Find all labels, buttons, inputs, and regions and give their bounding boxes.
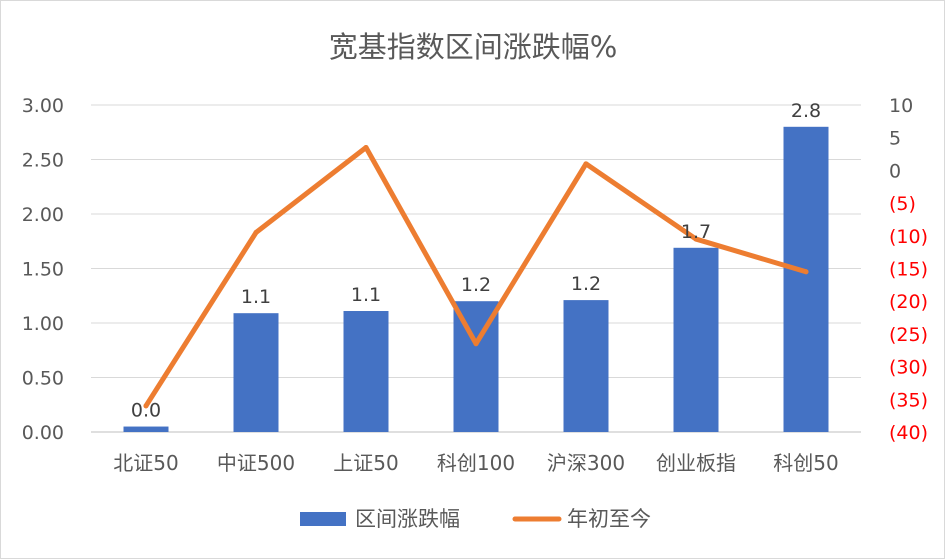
line-point	[143, 403, 149, 409]
legend-bar-swatch	[300, 512, 346, 526]
right-tick-label: (5)	[889, 193, 916, 215]
bar	[783, 126, 829, 433]
x-axis: 北证50 中证500 上证50 科创100 沪深300 创业板指 科创50	[113, 451, 838, 475]
line-point	[803, 269, 809, 275]
left-tick-label: 2.00	[22, 204, 64, 226]
x-tick-label: 中证500	[217, 451, 295, 475]
line-point	[583, 161, 589, 167]
right-axis: 10 5 0 (5) (10) (15) (20) (25) (30) (35) (40)	[889, 95, 928, 444]
right-tick-label: (25)	[889, 324, 928, 346]
right-tick-label: (35)	[889, 389, 928, 411]
bar	[233, 313, 279, 432]
right-tick-label: (20)	[889, 291, 928, 313]
x-tick-label: 北证50	[113, 451, 178, 475]
bar-data-label: 1.2	[571, 273, 601, 295]
x-tick-label: 科创100	[437, 451, 515, 475]
bar	[563, 300, 609, 432]
left-tick-label: 3.00	[22, 95, 64, 117]
bar-data-label: 1.7	[681, 221, 711, 243]
right-tick-label: (10)	[889, 226, 928, 248]
line-point	[253, 230, 259, 236]
right-tick-label: (30)	[889, 357, 928, 379]
bar-data-label: 1.1	[241, 286, 271, 308]
x-tick-label: 科创50	[773, 451, 838, 475]
bar-series	[123, 126, 829, 433]
right-tick-label: (40)	[889, 422, 928, 444]
bar	[673, 247, 719, 432]
left-axis: 0.00 0.50 1.00 1.50 2.00 2.50 3.00	[22, 95, 64, 444]
left-tick-label: 0.50	[22, 368, 64, 390]
right-tick-label: (15)	[889, 259, 928, 281]
chart-title: 宽基指数区间涨跌幅%	[329, 30, 618, 64]
bar	[123, 426, 169, 432]
bar-data-label: 2.8	[791, 100, 821, 122]
bar	[343, 311, 389, 432]
line-series	[143, 145, 809, 409]
right-tick-label: 5	[889, 128, 901, 150]
x-tick-label: 沪深300	[547, 451, 625, 475]
line-point	[363, 145, 369, 151]
x-tick-label: 创业板指	[656, 451, 736, 475]
line-point	[473, 341, 479, 347]
left-tick-label: 0.00	[22, 422, 64, 444]
line-point	[693, 236, 699, 242]
right-tick-label: 10	[889, 95, 913, 117]
legend: 区间涨跌幅 年初至今	[300, 507, 651, 531]
x-tick-label: 上证50	[333, 451, 398, 475]
bar-data-label: 1.2	[461, 274, 491, 296]
bar-data-label: 1.1	[351, 284, 381, 306]
left-tick-label: 1.50	[22, 259, 64, 281]
right-tick-label: 0	[889, 160, 901, 182]
left-tick-label: 1.00	[22, 313, 64, 335]
legend-line-label: 年初至今	[567, 507, 651, 531]
bar-data-labels: 0.0 1.1 1.1 1.2 1.2 1.7 2.8	[131, 100, 821, 422]
left-tick-label: 2.50	[22, 150, 64, 172]
legend-bar-label: 区间涨跌幅	[355, 507, 460, 531]
bar-data-label: 0.0	[131, 400, 161, 422]
